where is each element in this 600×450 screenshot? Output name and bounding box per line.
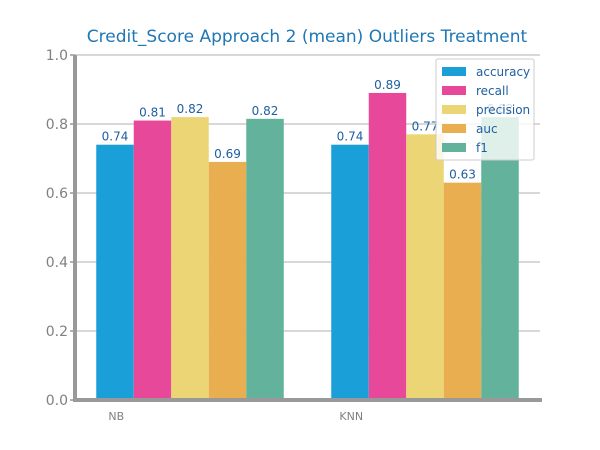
legend-swatch-precision	[442, 105, 466, 114]
bar-auc-knn	[443, 182, 482, 400]
bars	[96, 92, 519, 401]
bar-f1-knn	[481, 117, 519, 400]
legend-swatch-f1	[442, 143, 466, 152]
legend-label-precision: precision	[476, 103, 530, 117]
legend-box	[435, 58, 535, 161]
bar-auc-nb	[208, 161, 247, 400]
data-label: 0.81	[139, 106, 166, 120]
x-tick-label: KNN	[339, 410, 363, 423]
bar-recall-knn	[368, 92, 407, 400]
legend-swatch-accuracy	[442, 67, 466, 76]
y-tick-label: 0.0	[46, 393, 68, 409]
bar-accuracy-nb	[96, 144, 134, 400]
bar-accuracy-knn	[331, 144, 369, 400]
legend-label-f1: f1	[476, 141, 488, 155]
x-tick-label: NB	[108, 410, 124, 423]
legend-swatch-recall	[442, 86, 466, 95]
chart-title: Credit_Score Approach 2 (mean) Outliers …	[87, 27, 528, 47]
data-label: 0.69	[214, 147, 241, 161]
y-tick-label: 1.0	[46, 48, 68, 64]
legend-swatch-auc	[442, 124, 466, 133]
y-tick-label: 0.6	[46, 186, 68, 202]
data-label: 0.74	[102, 130, 129, 144]
data-label: 0.77	[412, 119, 439, 133]
y-tick-label: 0.2	[46, 324, 68, 340]
legend-label-recall: recall	[476, 84, 509, 98]
bar-precision-nb	[171, 117, 209, 400]
legend: accuracy recall precision auc f1	[435, 58, 535, 161]
data-label: 0.82	[177, 102, 204, 116]
data-label: 0.63	[449, 168, 476, 182]
bar-f1-nb	[246, 118, 284, 400]
axes: 0.0 0.2 0.4 0.6 0.8 1.0 NB KNN	[46, 48, 542, 423]
legend-label-accuracy: accuracy	[476, 65, 530, 79]
bar-precision-knn	[406, 134, 444, 400]
data-label: 0.74	[337, 130, 364, 144]
y-tick-label: 0.8	[46, 117, 68, 133]
y-tick-label: 0.4	[46, 255, 68, 271]
data-label: 0.89	[374, 78, 401, 92]
legend-label-auc: auc	[476, 122, 498, 136]
bar-recall-nb	[133, 120, 172, 401]
data-label: 0.82	[252, 104, 279, 118]
